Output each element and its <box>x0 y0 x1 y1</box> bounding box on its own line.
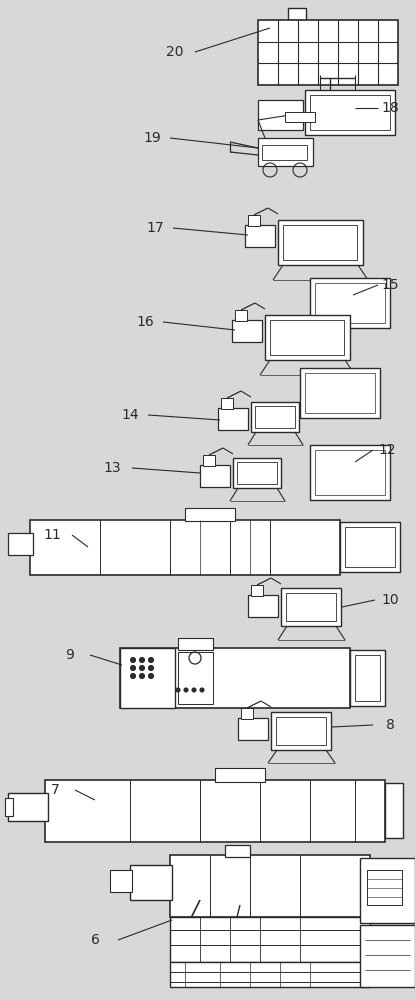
Bar <box>221 398 233 409</box>
Bar <box>30 520 340 575</box>
Bar <box>110 870 132 892</box>
Bar <box>258 20 398 85</box>
Bar <box>305 90 395 135</box>
Circle shape <box>176 688 180 692</box>
Bar <box>225 845 250 857</box>
Bar <box>178 638 213 650</box>
Bar <box>367 870 402 905</box>
Bar <box>238 718 268 740</box>
Bar <box>235 310 247 321</box>
Text: 14: 14 <box>121 408 139 422</box>
Bar <box>120 648 350 708</box>
Bar <box>178 652 213 704</box>
Bar <box>305 373 375 413</box>
Text: 15: 15 <box>381 278 399 292</box>
Bar <box>270 320 344 355</box>
Bar <box>200 465 230 487</box>
Text: 11: 11 <box>43 528 61 542</box>
Circle shape <box>130 658 136 662</box>
Bar <box>345 527 395 567</box>
Circle shape <box>139 666 144 670</box>
Circle shape <box>130 674 136 678</box>
Bar <box>360 858 415 923</box>
Bar <box>310 278 390 328</box>
Bar <box>185 508 235 521</box>
Bar <box>315 450 385 495</box>
Bar <box>281 588 341 626</box>
Bar <box>340 522 400 572</box>
Bar <box>300 368 380 418</box>
Circle shape <box>139 658 144 662</box>
Bar <box>232 320 262 342</box>
Text: 6: 6 <box>90 933 100 947</box>
Bar <box>315 283 385 323</box>
Bar <box>170 962 370 987</box>
Bar <box>170 855 370 917</box>
Bar <box>310 445 390 500</box>
Bar <box>8 533 33 555</box>
Bar <box>286 593 336 621</box>
Circle shape <box>149 658 154 662</box>
Bar <box>5 798 13 816</box>
Text: 13: 13 <box>103 461 121 475</box>
Bar <box>251 585 263 596</box>
Bar <box>271 712 331 750</box>
Text: 20: 20 <box>166 45 184 59</box>
Bar <box>283 225 357 260</box>
Bar <box>233 458 281 488</box>
Text: 12: 12 <box>378 443 396 457</box>
Bar <box>237 462 277 484</box>
Text: 18: 18 <box>381 101 399 115</box>
Circle shape <box>200 688 204 692</box>
Bar <box>262 145 307 160</box>
Circle shape <box>130 666 136 670</box>
Bar <box>350 650 385 706</box>
Bar <box>258 138 313 166</box>
Bar <box>130 865 172 900</box>
Text: 9: 9 <box>66 648 74 662</box>
Bar <box>258 100 303 130</box>
Text: 10: 10 <box>381 593 399 607</box>
Circle shape <box>184 688 188 692</box>
Bar <box>251 402 299 432</box>
Bar <box>120 648 175 708</box>
Bar <box>276 717 326 745</box>
Bar <box>245 225 275 247</box>
Bar <box>215 768 265 782</box>
Bar <box>218 408 248 430</box>
Circle shape <box>139 674 144 678</box>
Bar <box>355 655 380 701</box>
Text: 8: 8 <box>386 718 394 732</box>
Bar <box>241 708 253 719</box>
Bar <box>45 780 385 842</box>
Bar <box>265 315 350 360</box>
Bar <box>278 220 363 265</box>
Circle shape <box>149 674 154 678</box>
Circle shape <box>149 666 154 670</box>
Bar <box>285 112 315 122</box>
Text: 17: 17 <box>146 221 164 235</box>
Bar <box>255 406 295 428</box>
Bar <box>203 455 215 466</box>
Bar <box>8 793 48 821</box>
Text: 19: 19 <box>143 131 161 145</box>
Bar <box>288 8 306 20</box>
Bar <box>248 595 278 617</box>
Text: 7: 7 <box>51 783 59 797</box>
Bar <box>310 95 390 130</box>
Circle shape <box>192 688 196 692</box>
Text: 16: 16 <box>136 315 154 329</box>
Bar <box>170 917 370 962</box>
Bar <box>385 783 403 838</box>
Bar <box>360 925 415 987</box>
Bar <box>248 215 260 226</box>
